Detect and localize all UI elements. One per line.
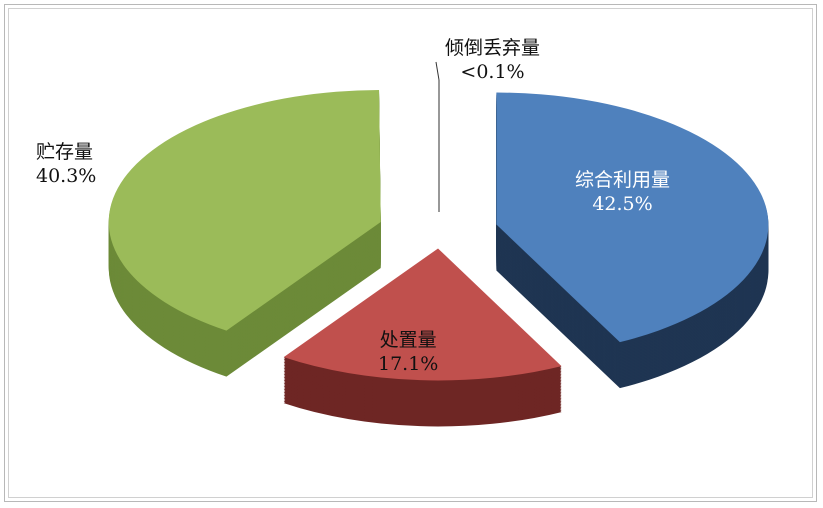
pie-slice-3 — [435, 61, 440, 212]
slice-top — [108, 89, 381, 331]
pie-slice-1 — [283, 248, 562, 427]
slice-top — [283, 248, 562, 381]
slice-value: <0.1% — [460, 61, 525, 83]
slice-value: 42.5% — [592, 193, 653, 215]
label-leader-line — [435, 61, 440, 81]
chart-inner-border — [8, 8, 813, 498]
slice-label-storage: 贮存量 40.3% — [36, 140, 96, 188]
slice-name: 处置量 — [379, 329, 437, 351]
slice-name: 贮存量 — [36, 141, 94, 163]
slice-name: 综合利用量 — [575, 169, 671, 191]
slice-label-disposal: 处置量 17.1% — [378, 328, 438, 376]
pie-slice-0 — [496, 92, 769, 389]
slice-value: 17.1% — [378, 353, 439, 375]
slice-top — [496, 92, 769, 343]
slice-label-comprehensive: 综合利用量 42.5% — [575, 168, 670, 216]
slice-name: 倾倒丢弃量 — [445, 37, 541, 59]
chart-border — [4, 4, 817, 502]
slice-value: 40.3% — [36, 165, 97, 187]
slice-label-dumped: 倾倒丢弃量 <0.1% — [445, 36, 540, 84]
pie-slice-2 — [108, 89, 381, 377]
